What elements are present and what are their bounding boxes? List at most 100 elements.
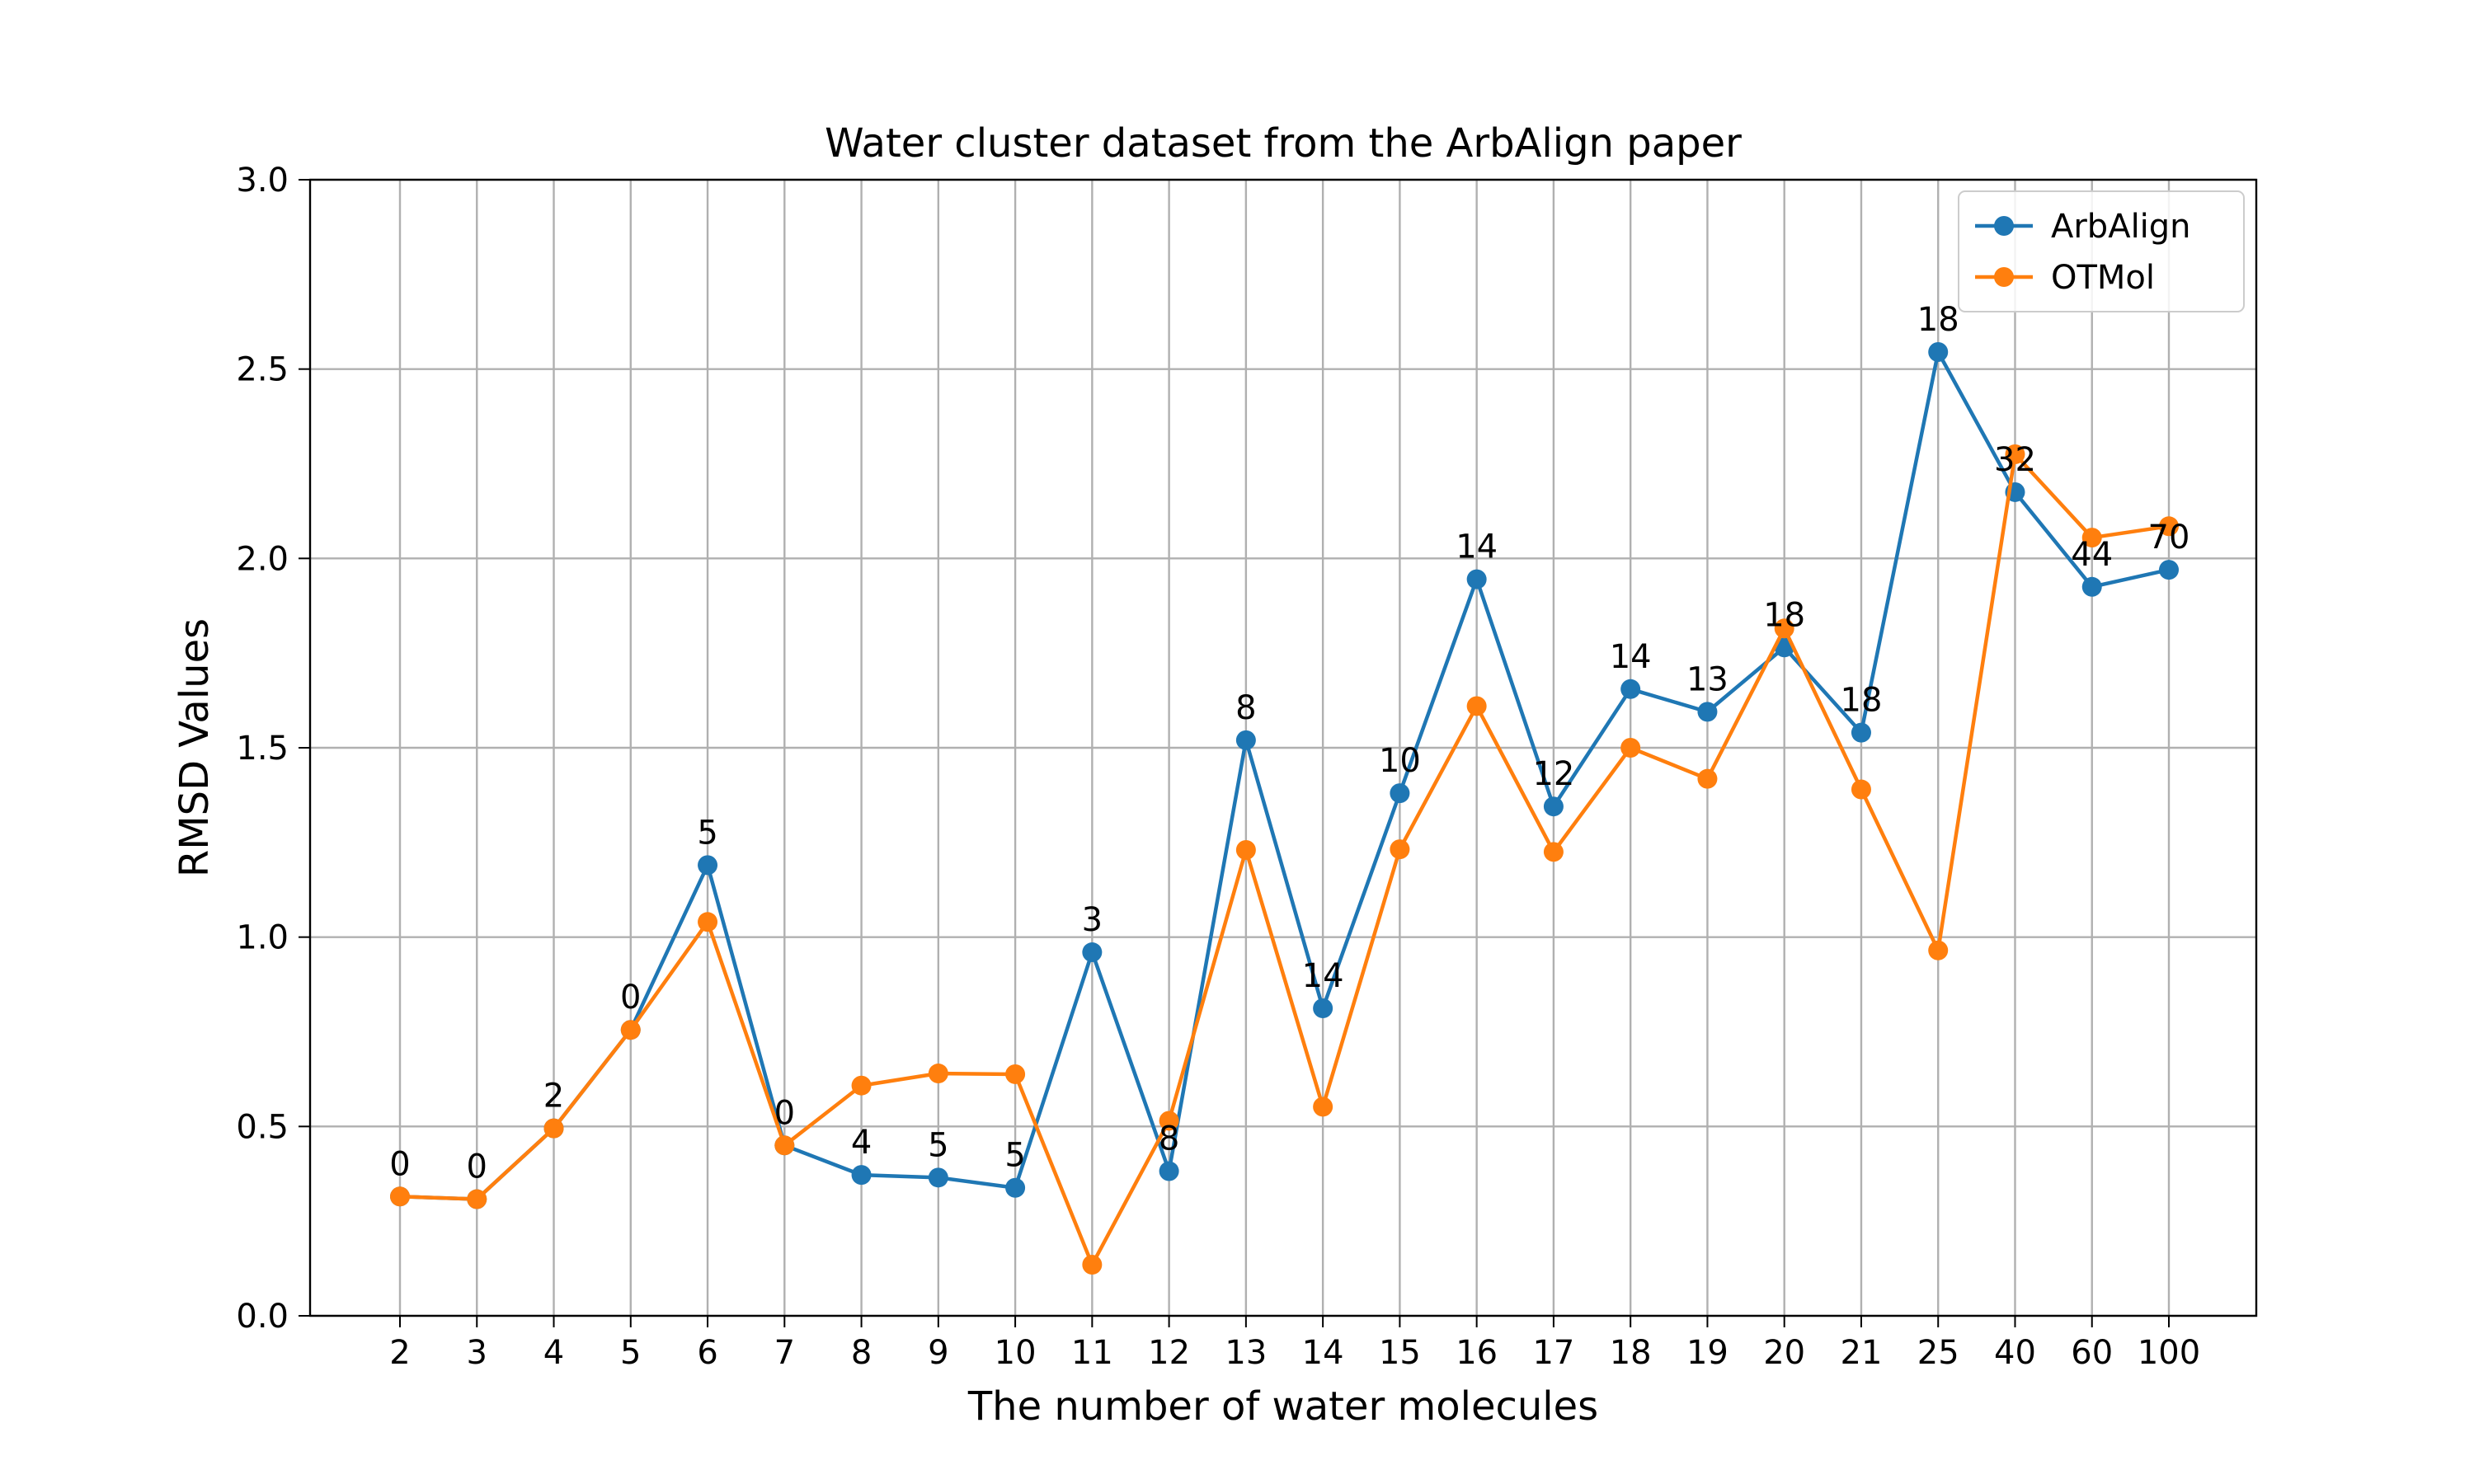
point-annotation: 5 (1004, 1137, 1025, 1175)
point-annotations: 0 0 2 0 5 0 4 5 5 3 8 8 14 10 14 12 14 13 18 18 18 32 44 70 (389, 301, 2189, 1186)
x-tick-label: 14 (1302, 1334, 1344, 1372)
data-point (1466, 696, 1487, 716)
y-tick-label: 1.5 (236, 730, 289, 768)
data-point (1159, 1111, 1179, 1131)
x-axis-label: The number of water molecules (967, 1383, 1598, 1430)
point-annotation: 14 (1456, 528, 1498, 566)
data-point (1620, 738, 1641, 758)
point-annotation: 12 (1532, 755, 1574, 793)
data-point (2081, 528, 2102, 548)
data-point (851, 1165, 872, 1186)
data-point (928, 1064, 948, 1084)
data-point (1390, 783, 1410, 804)
data-point (1928, 940, 1949, 960)
y-tick-label: 3.0 (236, 162, 289, 200)
data-point (774, 1135, 795, 1156)
legend-label: ArbAlign (2051, 208, 2191, 246)
legend-marker (1994, 216, 2014, 236)
data-point (390, 1186, 410, 1207)
x-tick-label: 25 (1917, 1334, 1959, 1372)
point-annotation: 70 (2148, 519, 2190, 556)
series-arbalign (390, 341, 2179, 1209)
point-annotation: 3 (1082, 901, 1103, 939)
data-point (1543, 796, 1564, 817)
y-axis-label: RMSD Values (172, 618, 218, 877)
data-point (1082, 1254, 1103, 1275)
data-point (698, 912, 718, 932)
point-annotation: 18 (1917, 301, 1959, 339)
data-point (1620, 679, 1641, 699)
legend-box (1958, 190, 2245, 312)
data-point (698, 855, 718, 876)
data-point (1313, 998, 1333, 1019)
x-tick-label: 11 (1071, 1334, 1113, 1372)
legend-label: OTMol (2051, 259, 2155, 297)
chart-title: Water cluster dataset from the ArbAlign … (825, 120, 1742, 167)
data-point (928, 1167, 948, 1188)
data-point (1235, 840, 1256, 861)
point-annotation: 4 (851, 1124, 872, 1162)
data-point (851, 1075, 872, 1096)
x-tick-label: 21 (1841, 1334, 1883, 1372)
point-annotation: 2 (543, 1078, 564, 1115)
x-tick-label: 5 (620, 1334, 641, 1372)
x-tick-label: 9 (928, 1334, 948, 1372)
point-annotation: 13 (1686, 660, 1729, 698)
x-tick-label: 60 (2071, 1334, 2113, 1372)
data-point (2159, 560, 2179, 580)
point-annotation: 10 (1379, 742, 1421, 780)
data-point (1235, 730, 1256, 750)
point-annotation: 14 (1610, 638, 1652, 676)
point-annotation: 0 (774, 1094, 795, 1132)
point-annotation: 8 (1159, 1120, 1179, 1158)
x-tick-label: 16 (1456, 1334, 1498, 1372)
series-line (399, 350, 2170, 1201)
legend: ArbAlign OTMol (1958, 190, 2245, 312)
data-point (467, 1189, 487, 1209)
x-tick-label: 19 (1686, 1334, 1729, 1372)
series-otmol (390, 444, 2179, 1275)
data-point (2005, 444, 2025, 465)
x-tick-label: 13 (1225, 1334, 1267, 1372)
y-tick-label: 0.0 (236, 1298, 289, 1336)
point-annotation: 32 (1994, 441, 2036, 479)
x-tick-label: 17 (1532, 1334, 1574, 1372)
point-annotation: 5 (697, 814, 717, 852)
x-tick-label: 7 (774, 1334, 795, 1372)
y-tick-label: 1.0 (236, 919, 289, 957)
x-tick-label: 20 (1763, 1334, 1805, 1372)
x-tick-label: 40 (1994, 1334, 2036, 1372)
plot-frame (308, 178, 2258, 1317)
point-annotation: 0 (620, 979, 641, 1017)
point-annotation: 18 (1763, 596, 1805, 634)
point-annotation: 18 (1841, 682, 1883, 720)
x-tick-label: 8 (851, 1334, 872, 1372)
data-point (2159, 516, 2179, 537)
x-tick-label: 4 (543, 1334, 564, 1372)
data-point (1851, 722, 1871, 743)
legend-marker (1994, 267, 2014, 287)
x-tick-label: 12 (1148, 1334, 1190, 1372)
y-tick-label: 2.5 (236, 351, 289, 389)
data-point (1005, 1064, 1026, 1084)
point-annotation: 44 (2071, 536, 2113, 574)
data-point (2081, 576, 2102, 597)
x-tick-label: 6 (697, 1334, 717, 1372)
point-annotation: 0 (467, 1148, 487, 1186)
data-point (1697, 768, 1718, 789)
data-point (1851, 779, 1871, 800)
data-point (1697, 702, 1718, 722)
data-point (1774, 618, 1794, 639)
series-line (399, 452, 2170, 1267)
grid-lines (310, 178, 2256, 1317)
data-point (1390, 839, 1410, 860)
point-annotation: 5 (928, 1126, 948, 1164)
x-tick-label: 100 (2138, 1334, 2200, 1372)
point-annotation: 14 (1302, 957, 1344, 995)
data-point (543, 1118, 564, 1139)
data-point (1543, 842, 1564, 862)
data-point (1082, 942, 1103, 963)
series-group (390, 341, 2179, 1275)
y-tick-label: 0.5 (236, 1108, 289, 1146)
